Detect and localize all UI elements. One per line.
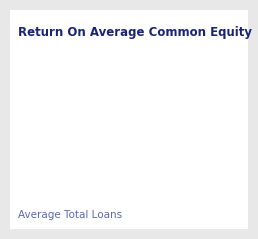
Text: Average Total Loans: Average Total Loans [18, 210, 122, 220]
Text: Return On Average Common Equity: Return On Average Common Equity [18, 26, 252, 39]
